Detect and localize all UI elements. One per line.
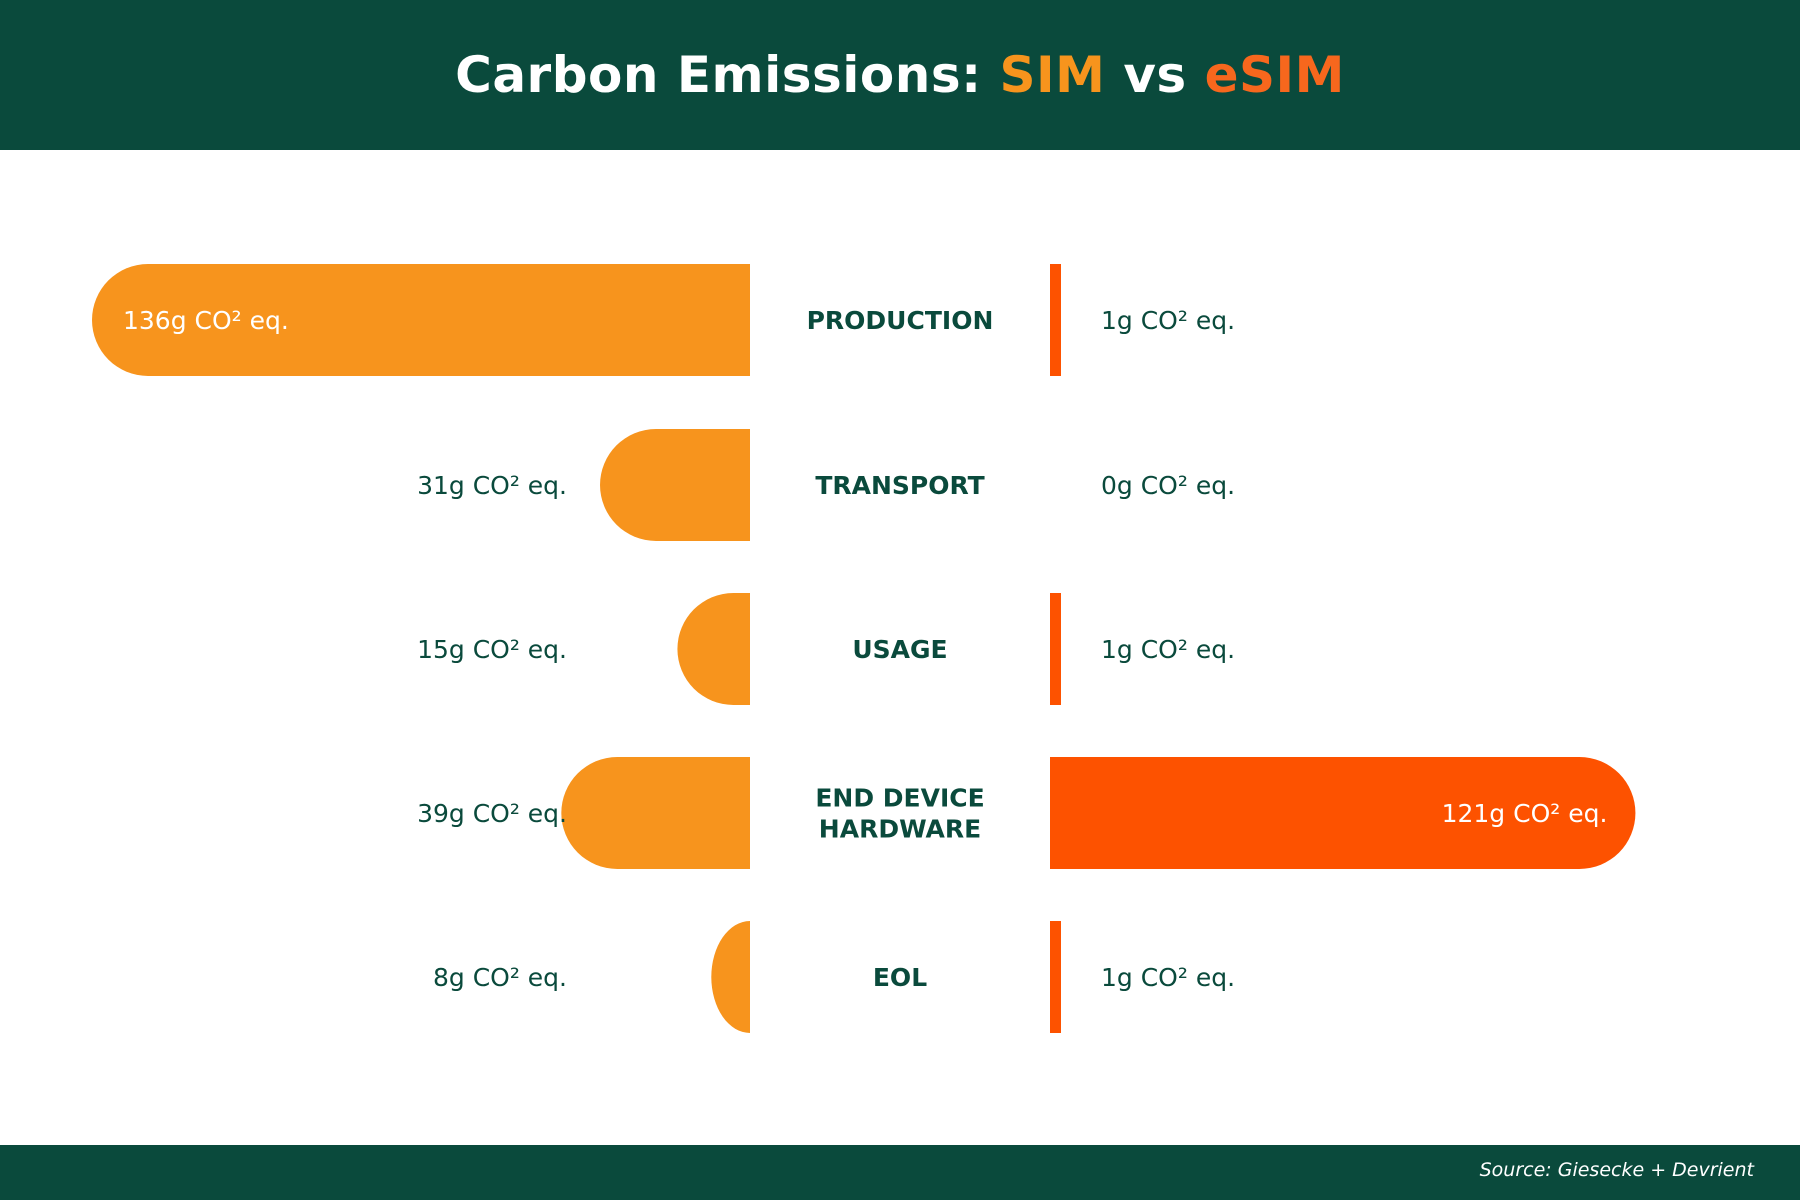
sim-bar-end-device-hardware	[561, 757, 750, 869]
esim-value-label-production: 1g CO² eq.	[1101, 306, 1235, 335]
esim-bar-end-device-hardware	[1050, 757, 1636, 869]
sim-bar-production	[92, 264, 750, 376]
sim-value-label-production: 136g CO² eq.	[123, 306, 289, 335]
sim-bar-eol	[711, 921, 750, 1033]
category-label-end-device-hardware-1: END DEVICE	[815, 784, 984, 813]
category-label-eol: EOL	[873, 963, 927, 992]
header-banner: Carbon Emissions: SIM vs eSIM	[0, 0, 1800, 150]
category-label-production: PRODUCTION	[807, 306, 994, 335]
sim-value-label-end-device-hardware: 39g CO² eq.	[417, 799, 567, 828]
footer-banner: Source: Giesecke + Devrient	[0, 1145, 1800, 1200]
esim-value-label-usage: 1g CO² eq.	[1101, 635, 1235, 664]
title-sim: SIM	[999, 46, 1106, 104]
sim-value-label-eol: 8g CO² eq.	[433, 963, 567, 992]
title-prefix: Carbon Emissions:	[455, 46, 1000, 104]
sim-bar-transport	[600, 429, 750, 541]
esim-bar-eol	[1050, 921, 1061, 1033]
esim-value-label-eol: 1g CO² eq.	[1101, 963, 1235, 992]
sim-bar-usage	[677, 593, 750, 705]
esim-bar-production	[1050, 264, 1061, 376]
category-label-end-device-hardware-2: HARDWARE	[819, 815, 981, 844]
category-label-transport: TRANSPORT	[815, 471, 984, 500]
esim-value-label-end-device-hardware: 121g CO² eq.	[1442, 799, 1608, 828]
category-label-usage: USAGE	[852, 635, 947, 664]
esim-value-label-transport: 0g CO² eq.	[1101, 471, 1235, 500]
source-note: Source: Giesecke + Devrient	[1479, 1159, 1754, 1181]
sim-value-label-usage: 15g CO² eq.	[417, 635, 567, 664]
title-esim: eSIM	[1204, 46, 1345, 104]
page-title: Carbon Emissions: SIM vs eSIM	[455, 46, 1345, 104]
esim-bar-usage	[1050, 593, 1061, 705]
title-vs: vs	[1105, 46, 1205, 104]
sim-value-label-transport: 31g CO² eq.	[417, 471, 567, 500]
